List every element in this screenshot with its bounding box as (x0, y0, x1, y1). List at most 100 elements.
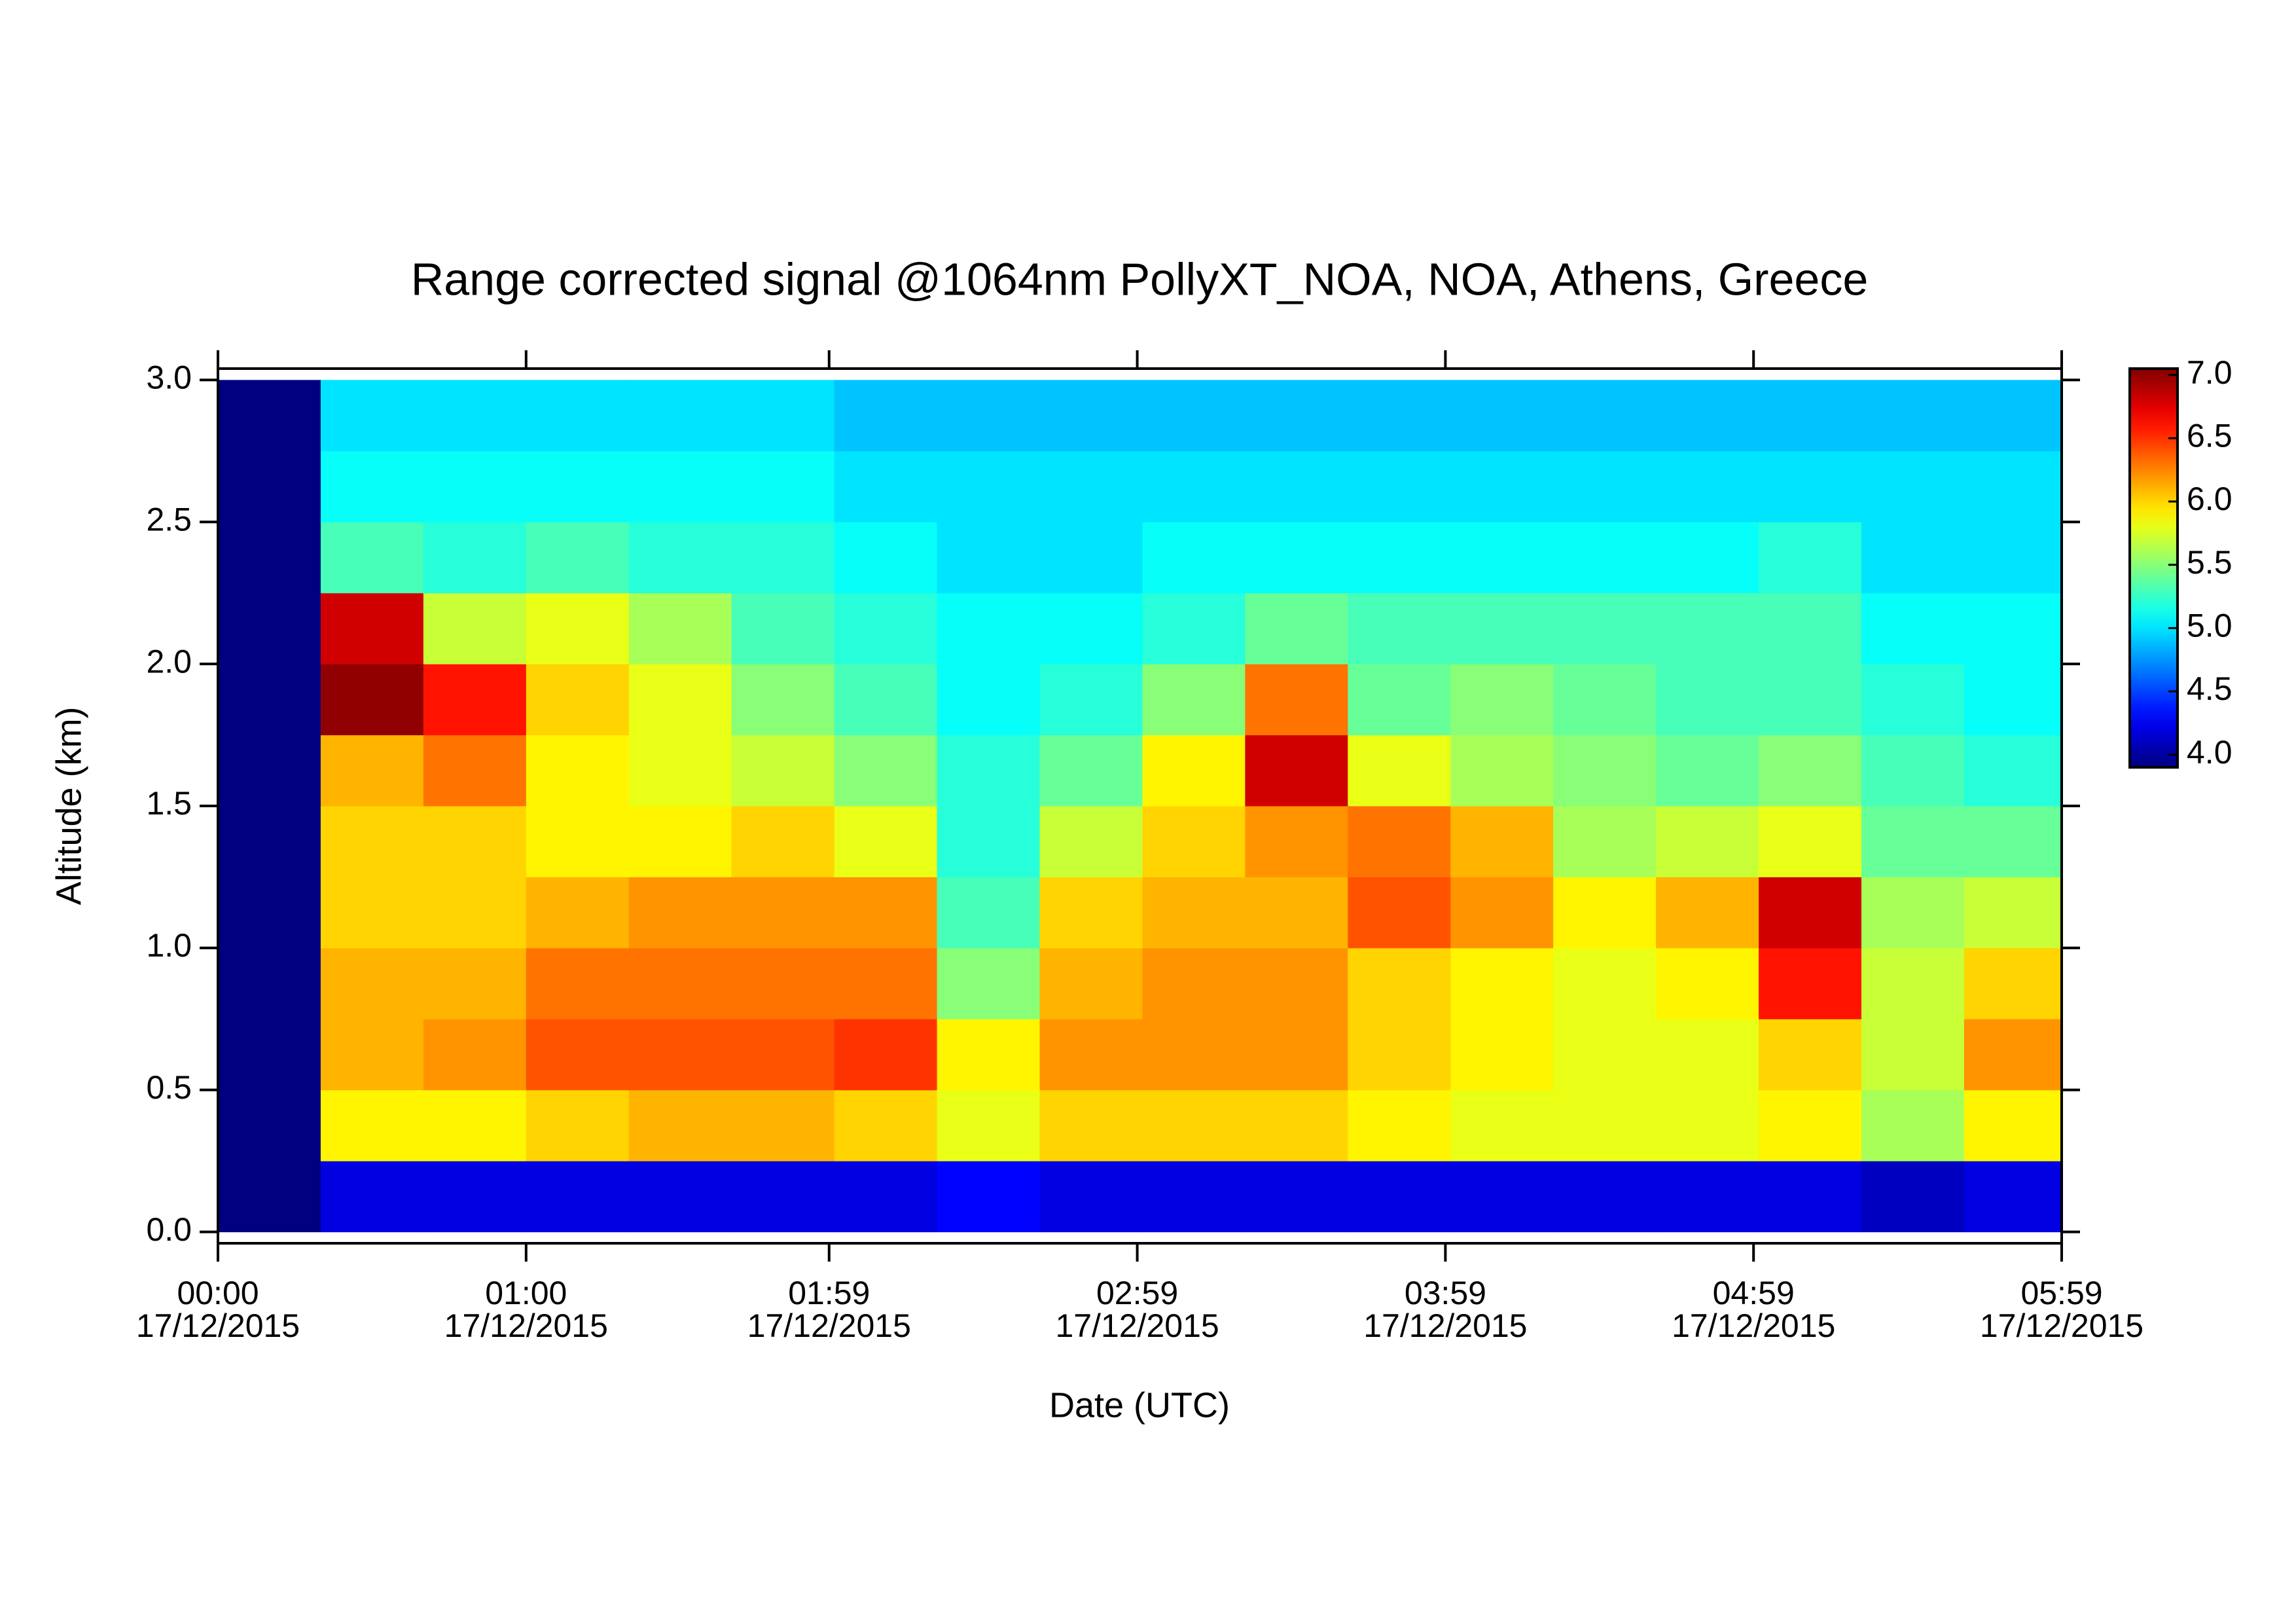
cell (1553, 877, 1657, 949)
cell (218, 1089, 321, 1161)
cell (1759, 806, 1862, 877)
cell (1553, 380, 1657, 452)
x-tick-label: 17/12/2015 (1055, 1307, 1219, 1344)
cell (218, 877, 321, 949)
x-tick-label: 01:59 (788, 1275, 870, 1311)
cell (320, 806, 424, 877)
cell (423, 735, 527, 807)
cell (628, 806, 732, 877)
cell (1553, 1019, 1657, 1091)
cell (937, 947, 1040, 1019)
cell (731, 1161, 835, 1233)
y-tick-label: 0.5 (146, 1069, 192, 1106)
cell (1450, 380, 1554, 452)
cell (731, 522, 835, 594)
cell (1039, 1019, 1143, 1091)
cell (1245, 664, 1348, 736)
cell (834, 664, 938, 736)
cell (1142, 450, 1246, 522)
y-tick-label: 1.5 (146, 785, 192, 822)
cell (937, 593, 1040, 665)
cell (1039, 735, 1143, 807)
cell (320, 1161, 424, 1233)
x-tick-label: 17/12/2015 (747, 1307, 911, 1344)
cell (526, 947, 630, 1019)
cell (1348, 1019, 1451, 1091)
cell (423, 806, 527, 877)
cell (1964, 947, 2062, 1019)
cell (423, 522, 527, 594)
cell (423, 877, 527, 949)
cell (1245, 1019, 1348, 1091)
cell (937, 877, 1040, 949)
cell (628, 450, 732, 522)
cell (1964, 450, 2062, 522)
axes (200, 350, 2080, 1262)
cell (1656, 877, 1759, 949)
cell (628, 735, 732, 807)
cell (1348, 450, 1451, 522)
cell (320, 1089, 424, 1161)
cell (218, 947, 321, 1019)
cell (320, 450, 424, 522)
cell (1348, 380, 1451, 452)
cell (628, 664, 732, 736)
cell (1553, 664, 1657, 736)
cell (937, 1161, 1040, 1233)
cell (834, 1089, 938, 1161)
cell (1142, 1089, 1246, 1161)
cell (320, 522, 424, 594)
cell (834, 806, 938, 877)
cell (1759, 380, 1862, 452)
cell (1348, 1161, 1451, 1233)
cell (731, 877, 835, 949)
cell (628, 522, 732, 594)
cell (218, 380, 321, 452)
cell (1348, 593, 1451, 665)
cell (834, 947, 938, 1019)
y-axis-label: Altitude (km) (49, 706, 88, 905)
cell (1759, 1089, 1862, 1161)
cell (628, 380, 732, 452)
cell (731, 1089, 835, 1161)
cell (731, 450, 835, 522)
cell (320, 947, 424, 1019)
cell (423, 947, 527, 1019)
cell (1861, 522, 1965, 594)
cell (526, 1161, 630, 1233)
y-tick-label: 2.0 (146, 643, 192, 680)
cell (423, 1089, 527, 1161)
cell (1656, 806, 1759, 877)
cell (731, 593, 835, 665)
y-tick-label: 0.0 (146, 1211, 192, 1248)
cell (1348, 664, 1451, 736)
cell (1553, 735, 1657, 807)
cell (1348, 947, 1451, 1019)
cell (1450, 450, 1554, 522)
cell (423, 380, 527, 452)
cell (1039, 664, 1143, 736)
cell (526, 664, 630, 736)
cell (1450, 806, 1554, 877)
cell (1759, 664, 1862, 736)
cell (423, 450, 527, 522)
cell (1759, 1161, 1862, 1233)
cell (526, 450, 630, 522)
cell (320, 735, 424, 807)
cell (1142, 593, 1246, 665)
x-tick-label: 17/12/2015 (1672, 1307, 1835, 1344)
cell (1656, 380, 1759, 452)
cell (1245, 380, 1348, 452)
cell (218, 735, 321, 807)
cell (1759, 593, 1862, 665)
cell (937, 806, 1040, 877)
cell (1039, 450, 1143, 522)
cell (1450, 664, 1554, 736)
cell (218, 664, 321, 736)
cell (218, 450, 321, 522)
x-tick-label: 17/12/2015 (1363, 1307, 1527, 1344)
colorbar (2128, 367, 2179, 769)
cell (526, 593, 630, 665)
cell (1656, 593, 1759, 665)
cell (628, 877, 732, 949)
